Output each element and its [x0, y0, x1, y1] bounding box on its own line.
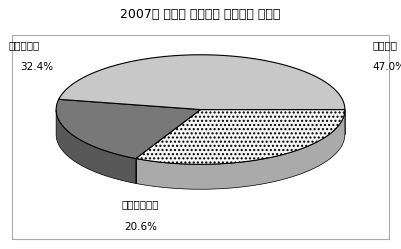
- Text: 20.6%: 20.6%: [124, 222, 157, 232]
- Polygon shape: [136, 110, 345, 189]
- Polygon shape: [59, 55, 345, 110]
- Text: 외국항공사: 외국항공사: [8, 40, 39, 50]
- Polygon shape: [56, 99, 200, 159]
- Bar: [12, 35, 389, 239]
- Text: 32.4%: 32.4%: [20, 62, 53, 72]
- Text: 2007년 국제선 항공사별 화물수송 점유율: 2007년 국제선 항공사별 화물수송 점유율: [120, 8, 281, 21]
- Polygon shape: [136, 110, 345, 164]
- Polygon shape: [56, 110, 136, 184]
- Text: 대한항공: 대한항공: [373, 40, 398, 50]
- Text: 47.0%: 47.0%: [373, 62, 401, 72]
- Text: 아시아나항공: 아시아나항공: [122, 199, 159, 209]
